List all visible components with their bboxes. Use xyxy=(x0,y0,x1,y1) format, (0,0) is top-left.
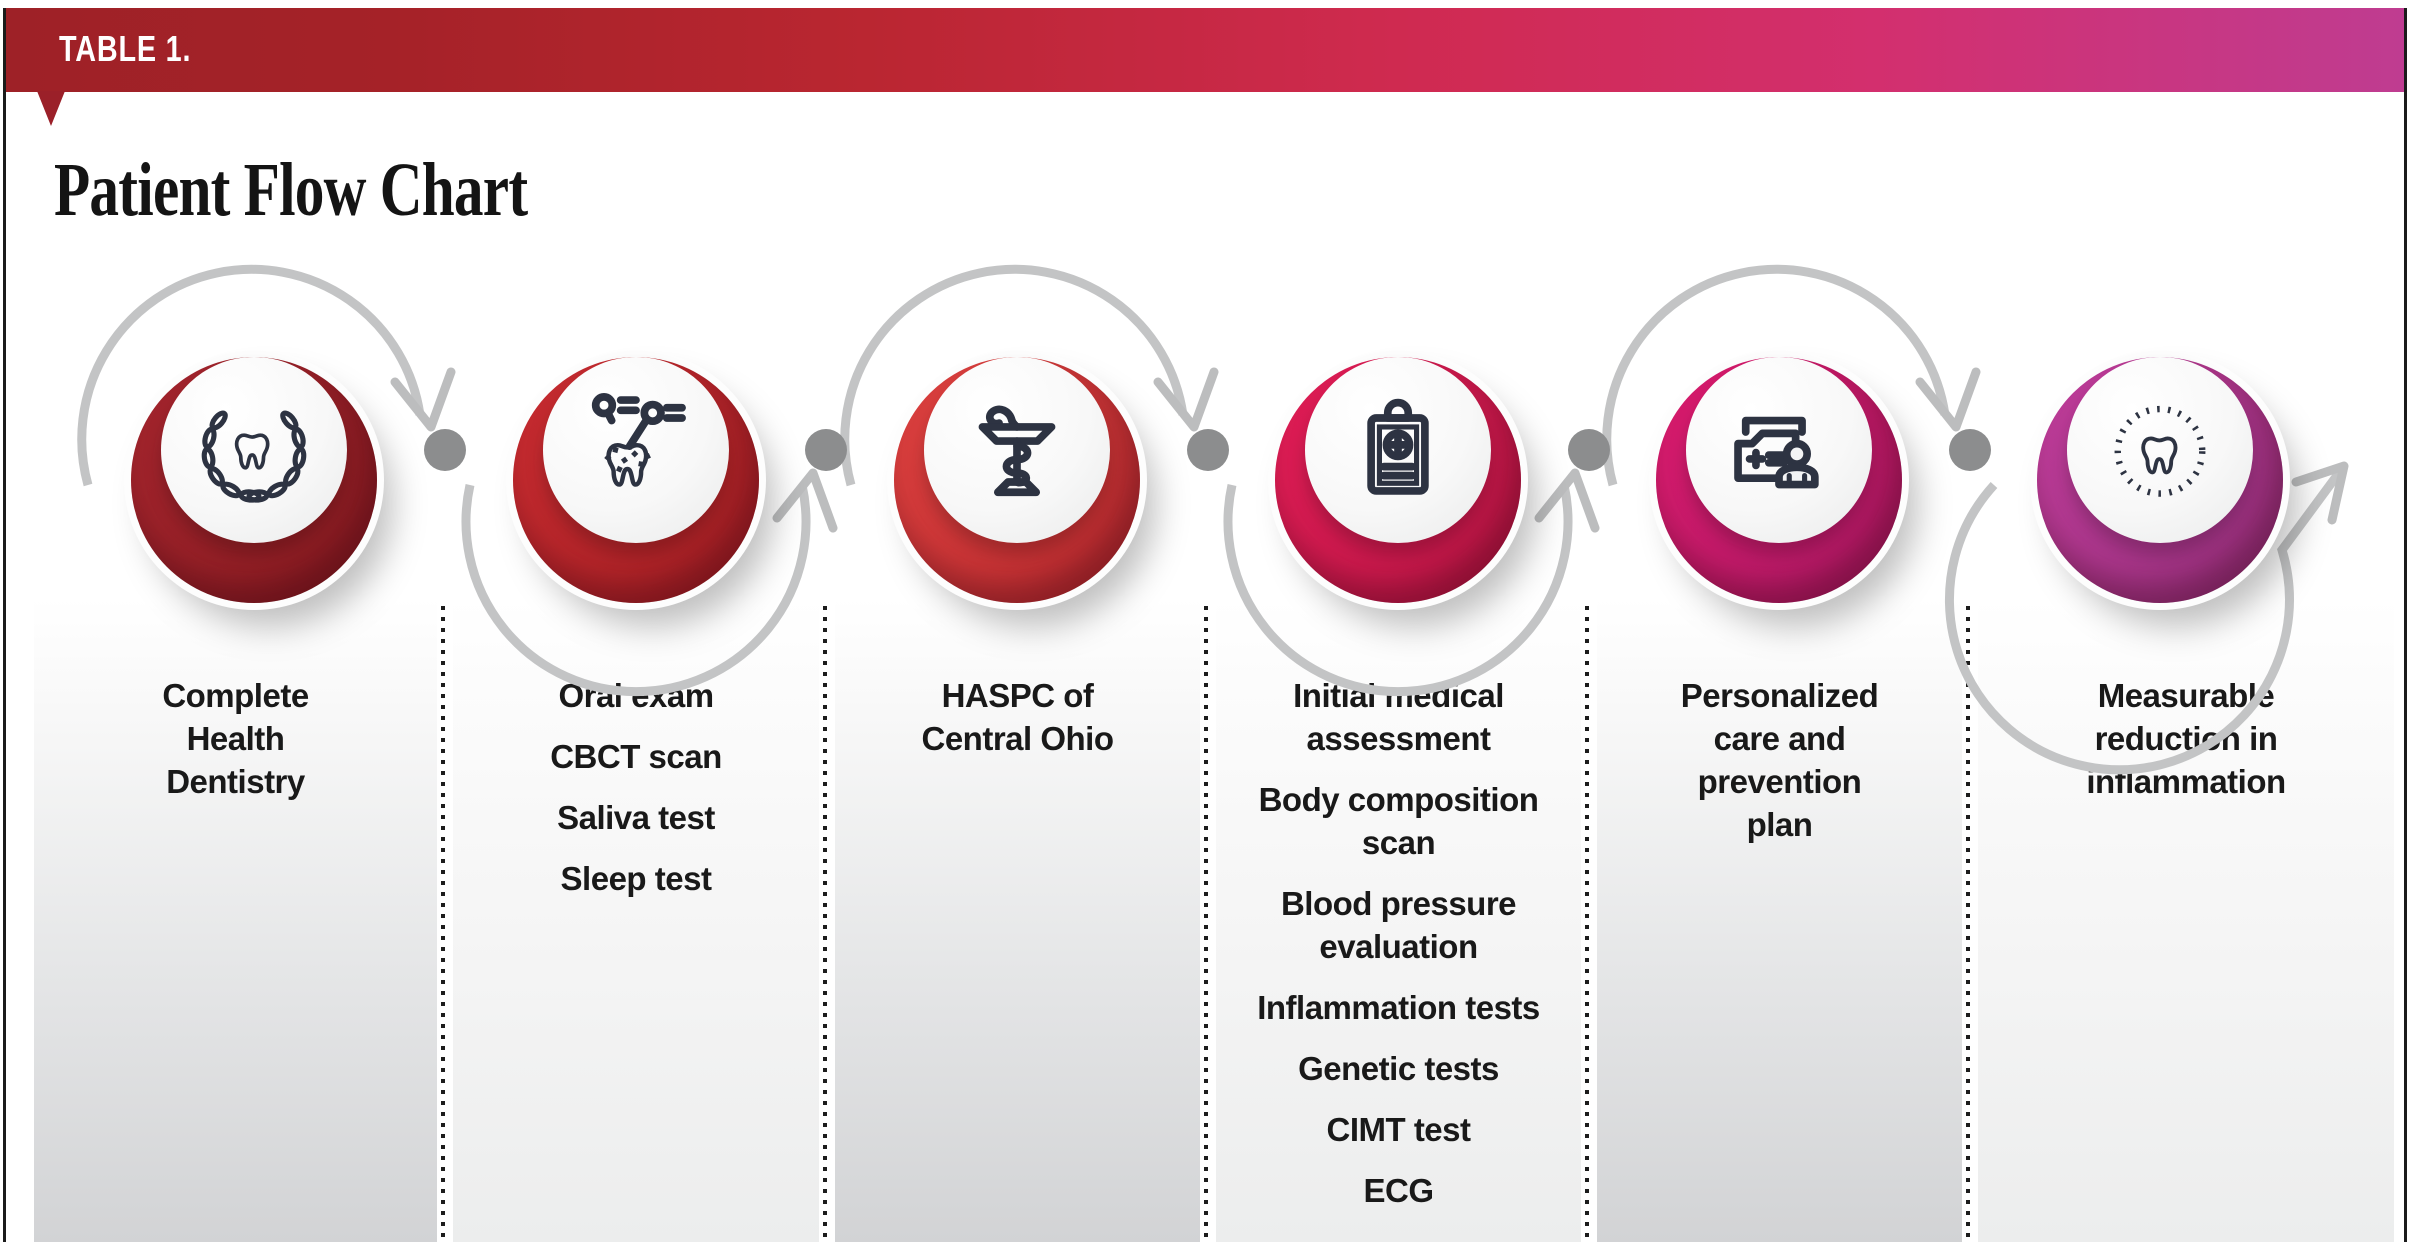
dotted-separator xyxy=(1204,606,1208,1242)
dotted-separator xyxy=(823,606,827,1242)
arrow-up-icon xyxy=(1534,468,1600,533)
step-circle-haspc-referral xyxy=(894,327,1140,603)
arrow-up-icon xyxy=(772,468,838,533)
step-label: HASPC of Central Ohio xyxy=(921,677,1114,757)
step-circle-medical-assessment xyxy=(1275,327,1521,603)
step-label: Blood pressure evaluation xyxy=(1280,885,1517,965)
arc-over-step1 xyxy=(77,264,425,487)
step3-ring xyxy=(894,357,1140,603)
page-title: Patient Flow Chart xyxy=(54,148,528,232)
medical-clipboard-icon xyxy=(1367,398,1429,495)
arrow-down-icon xyxy=(1153,367,1219,432)
step4-inner-disc xyxy=(1305,357,1491,543)
step-circle-measurable-outcome xyxy=(2037,327,2283,603)
step-label: Genetic tests xyxy=(1298,1050,1499,1087)
step-label: Initial medical assessment xyxy=(1293,677,1504,757)
bowl-of-hygieia-icon xyxy=(978,405,1056,497)
connector-dot xyxy=(1187,429,1229,471)
step-label: Sleep test xyxy=(560,860,712,897)
step5-ring xyxy=(1656,357,1902,603)
step-label: CBCT scan xyxy=(550,738,722,775)
connector-dot xyxy=(1568,429,1610,471)
figure-right-border xyxy=(2404,8,2407,1242)
arrow-down-icon xyxy=(390,367,456,432)
dotted-separator xyxy=(441,606,445,1242)
arc-over-step3 xyxy=(840,264,1188,487)
arrow-up-right-icon xyxy=(2291,461,2349,525)
step-label: CIMT test xyxy=(1326,1111,1472,1148)
column-medical-assessment: Initial medical assessment Body composit… xyxy=(1216,598,1581,1242)
step-label: Complete Health Dentistry xyxy=(162,677,309,800)
arc-under-step2 xyxy=(461,484,811,697)
column-complete-health-dentistry: Complete Health Dentistry xyxy=(34,598,437,1242)
step-circle-complete-health-dentistry xyxy=(131,327,377,603)
arc-over-step5 xyxy=(1602,264,1950,487)
column-personalized-care-plan: Personalized care and prevention plan xyxy=(1597,598,1962,1242)
step1-ring xyxy=(131,357,377,603)
dotted-separator xyxy=(1585,606,1589,1242)
step-label: Body composition scan xyxy=(1258,781,1539,861)
step2-inner-disc xyxy=(543,357,729,543)
step-circle-personalized-care-plan xyxy=(1656,327,1902,603)
connector-dot xyxy=(1949,429,1991,471)
step-label: Inflammation tests xyxy=(1257,989,1540,1026)
step6-ring xyxy=(2037,357,2283,603)
step1-inner-disc xyxy=(161,357,347,543)
care-plan-folder-icon xyxy=(1734,416,1819,489)
tooth-dotted-circle-icon xyxy=(2114,405,2206,497)
connector-dot xyxy=(424,429,466,471)
dotted-separator xyxy=(1966,606,1970,1242)
step3-inner-disc xyxy=(924,357,1110,543)
step-circle-dental-diagnostics xyxy=(513,327,759,603)
step4-ring xyxy=(1275,357,1521,603)
tooth-laurel-icon xyxy=(201,410,307,503)
step5-inner-disc xyxy=(1686,357,1872,543)
step2-ring xyxy=(513,357,759,603)
column-haspc-referral: HASPC of Central Ohio xyxy=(835,598,1200,1242)
step-label: Personalized care and prevention plan xyxy=(1680,677,1879,843)
arc-under-step4 xyxy=(1223,484,1573,697)
table-number-label: TABLE 1. xyxy=(59,28,192,70)
arrow-down-icon xyxy=(1915,367,1981,432)
header-pointer-triangle xyxy=(37,91,65,126)
step-label: Saliva test xyxy=(557,799,715,836)
table-header-bar: TABLE 1. xyxy=(6,8,2404,92)
connector-dot xyxy=(805,429,847,471)
step6-inner-disc xyxy=(2067,357,2253,543)
arc-under-step6 xyxy=(1944,463,2348,775)
step-label: ECG xyxy=(1363,1172,1434,1209)
tooth-exam-icon xyxy=(591,393,686,514)
figure-left-border xyxy=(3,8,6,1242)
column-measurable-outcome: Measurable reduction in inflammation xyxy=(1978,598,2394,1242)
column-dental-diagnostics: Oral exam CBCT scan Saliva test Sleep te… xyxy=(453,598,819,1242)
